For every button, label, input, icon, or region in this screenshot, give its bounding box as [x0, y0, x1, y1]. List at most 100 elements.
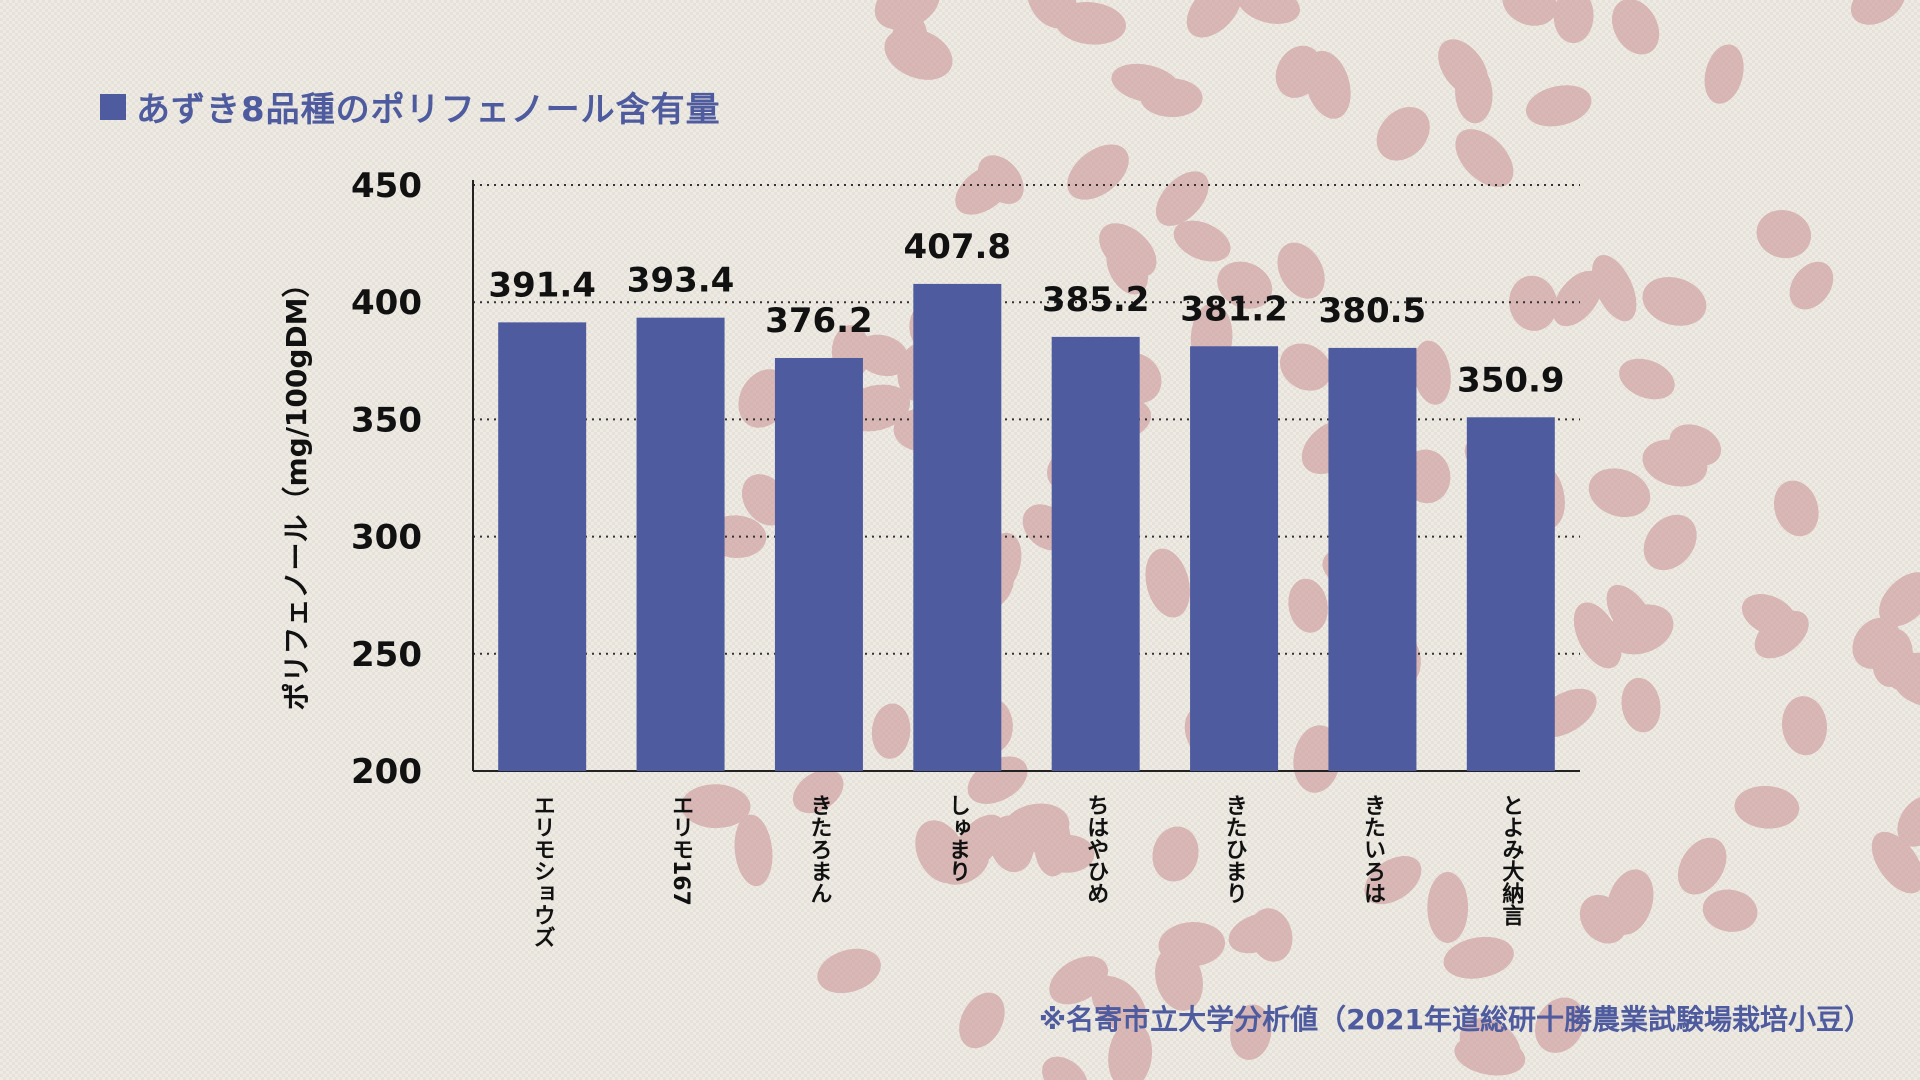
- x-tick-label: きたいろは: [1360, 794, 1385, 904]
- bar: [1466, 417, 1555, 771]
- x-tick-label: とよみ大納言: [1498, 794, 1524, 926]
- bar: [774, 357, 863, 771]
- data-label: 376.2: [765, 301, 873, 341]
- data-label: 381.2: [1180, 289, 1288, 329]
- bean-decoration: [1643, 514, 1697, 571]
- bean-decoration: [1535, 997, 1585, 1053]
- y-axis-label: ポリフェノール（mg/100gDM）: [280, 269, 313, 711]
- data-label: 391.4: [488, 265, 596, 305]
- bean-decoration: [734, 814, 773, 887]
- bean-decoration: [855, 334, 909, 377]
- x-tick-label: きたろまん: [806, 794, 831, 904]
- bean-decoration: [1619, 358, 1675, 400]
- bean-decoration: [1607, 604, 1674, 655]
- bean-decoration: [874, 0, 940, 30]
- bean-decoration: [1145, 548, 1190, 618]
- bean-decoration: [1741, 594, 1797, 637]
- bean-decoration: [1704, 44, 1744, 104]
- bean-decoration: [1158, 922, 1226, 967]
- bean-decoration: [1773, 480, 1819, 537]
- bean-decoration: [1897, 795, 1920, 847]
- data-label: 380.5: [1319, 291, 1427, 331]
- bean-decoration: [1027, 0, 1077, 29]
- y-tick-label: 300: [351, 518, 422, 558]
- x-tick-label: しゅまり: [945, 794, 970, 882]
- bean-decoration: [1782, 696, 1827, 756]
- bean-decoration: [1152, 826, 1199, 882]
- bean-decoration: [1237, 0, 1300, 24]
- bean-decoration: [1186, 0, 1242, 38]
- bean-decoration: [1443, 936, 1514, 979]
- y-tick-label: 200: [351, 752, 422, 792]
- bean-decoration: [1091, 976, 1147, 1034]
- bean-decoration: [1871, 831, 1920, 894]
- x-tick-label: ちはやひめ: [1083, 794, 1109, 904]
- chart-title: あずき8品種のポリフェノール含有量: [100, 82, 721, 131]
- bean-decoration: [959, 992, 1005, 1049]
- bean-decoration: [1049, 956, 1109, 1005]
- bean-decoration: [1039, 834, 1095, 873]
- x-tick-label: エリモショウズ: [530, 794, 555, 948]
- bean-decoration: [1455, 129, 1514, 188]
- bean-decoration: [1438, 39, 1489, 97]
- bean-decoration: [1275, 45, 1322, 98]
- y-tick-label: 400: [351, 283, 422, 323]
- bean-decoration: [1606, 869, 1654, 935]
- bean-decoration: [1756, 210, 1812, 259]
- bean-decoration: [1884, 652, 1920, 693]
- x-tick-label: エリモ167: [668, 794, 693, 906]
- bar: [636, 317, 725, 771]
- bean-decoration: [1427, 872, 1469, 943]
- bar: [1190, 346, 1279, 771]
- chart-title-text: あずき8品種のポリフェノール含有量: [136, 90, 721, 130]
- bean-decoration: [1502, 0, 1557, 26]
- bean-decoration: [792, 769, 844, 814]
- bean-decoration: [977, 155, 1024, 204]
- bean-decoration: [1249, 908, 1293, 962]
- data-label: 407.8: [904, 227, 1012, 267]
- bean-decoration: [1106, 241, 1148, 295]
- bean-decoration: [1553, 0, 1594, 44]
- bean-decoration: [937, 842, 989, 885]
- bean-decoration: [1525, 85, 1592, 127]
- bean-decoration: [1552, 270, 1603, 327]
- title-square-icon: [100, 93, 126, 120]
- bean-decoration: [1217, 261, 1273, 309]
- bean-decoration: [1573, 602, 1622, 669]
- bean-decoration: [1509, 275, 1558, 331]
- y-tick-label: 250: [351, 635, 422, 675]
- bean-decoration: [1734, 785, 1800, 829]
- bean-decoration: [871, 703, 911, 759]
- bean-decoration: [1376, 107, 1430, 161]
- y-tick-label: 350: [351, 400, 422, 440]
- bean-decoration: [1288, 578, 1328, 633]
- x-tick-label: きたひまり: [1222, 794, 1247, 904]
- bean-decoration: [1677, 837, 1727, 895]
- bean-decoration: [1789, 261, 1834, 310]
- bar: [498, 322, 587, 771]
- bean-decoration: [1642, 276, 1707, 326]
- bean-decoration: [1412, 340, 1451, 405]
- bean-decoration: [1364, 855, 1422, 905]
- bean-decoration: [1612, 0, 1660, 55]
- bean-decoration: [1642, 439, 1708, 487]
- bar: [1328, 347, 1417, 771]
- bean-decoration: [1042, 1056, 1089, 1080]
- bean-decoration: [817, 948, 881, 994]
- bar: [1051, 336, 1140, 771]
- data-label: 385.2: [1042, 280, 1150, 320]
- bean-decoration: [1277, 242, 1325, 299]
- y-tick-label: 450: [351, 166, 422, 206]
- data-label: 350.9: [1457, 360, 1565, 400]
- bean-decoration: [1108, 1021, 1153, 1080]
- bean-decoration: [1592, 254, 1637, 322]
- bean-decoration: [1621, 677, 1661, 733]
- bean-decoration: [1702, 889, 1758, 932]
- bar: [913, 283, 1002, 771]
- bean-decoration: [1852, 617, 1901, 669]
- bean-decoration: [1279, 343, 1332, 391]
- bean-decoration: [1173, 220, 1231, 262]
- footnote: ※名寄市立大学分析値（2021年道総研十勝農業試験場栽培小豆）: [1038, 1003, 1872, 1036]
- bean-decoration: [1850, 0, 1906, 25]
